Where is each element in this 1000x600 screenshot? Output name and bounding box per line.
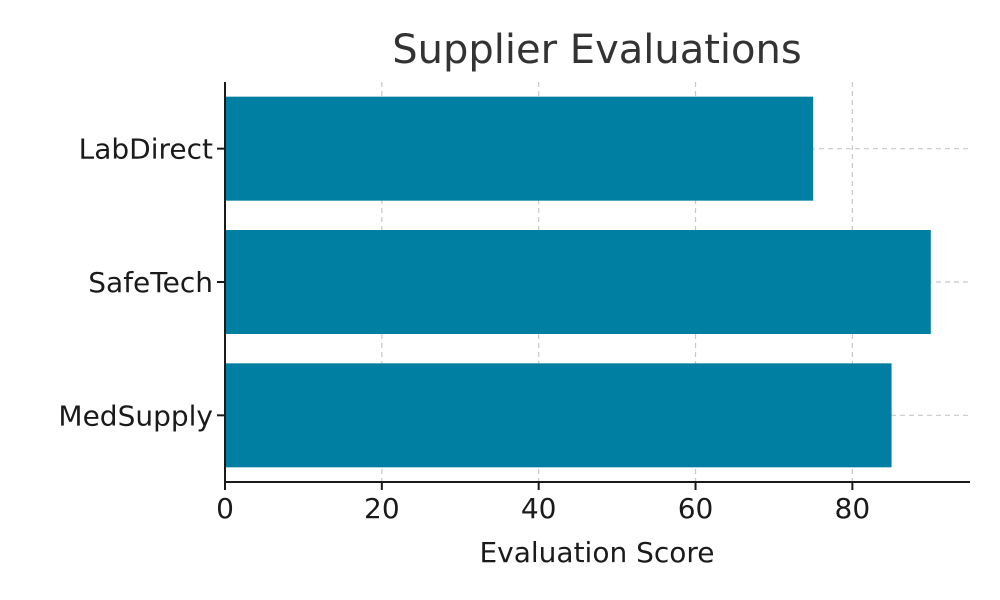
x-tick-label: 40 [521, 492, 557, 525]
bar-safetech [225, 230, 931, 334]
ticks-layer: 0 20 40 60 80 MedSupply SafeTech LabDirect [58, 133, 870, 525]
x-tick-label: 20 [364, 492, 400, 525]
x-tick-label: 60 [678, 492, 714, 525]
y-tick-label: SafeTech [88, 266, 213, 299]
y-tick-label: LabDirect [79, 133, 213, 166]
x-tick-label: 0 [216, 492, 234, 525]
y-tick-label: MedSupply [58, 399, 213, 432]
x-axis-label: Evaluation Score [479, 536, 714, 569]
x-tick-label: 80 [835, 492, 871, 525]
bar-medsupply [225, 363, 892, 468]
bar-labdirect [225, 96, 814, 201]
bars-layer [225, 96, 931, 468]
chart-title: Supplier Evaluations [392, 27, 801, 73]
